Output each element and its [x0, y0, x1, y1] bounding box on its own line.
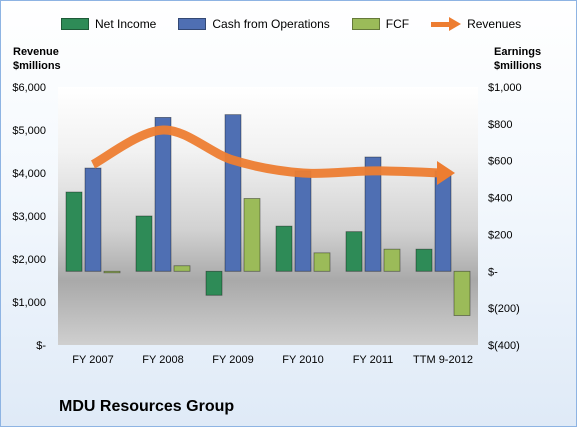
right-tick-label: $600: [488, 156, 512, 168]
right-tick-label: $-: [488, 266, 498, 278]
legend-label-fcf: FCF: [385, 17, 410, 31]
legend-label-revenues: Revenues: [467, 17, 522, 31]
right-axis-title-line1: Earnings: [494, 46, 542, 58]
bar-net-income-fy-2011: [345, 231, 363, 272]
legend-swatch-net-income: [61, 18, 89, 30]
legend-item-net-income: Net Income: [61, 17, 156, 31]
bar-cash-from-operations-fy-2007: [84, 167, 102, 272]
right-axis-title: Earnings $millions: [494, 45, 542, 73]
bar-net-income-fy-2010: [275, 225, 293, 272]
left-axis-title-line1: Revenue: [13, 46, 59, 58]
legend: Net Income Cash from Operations FCF Reve…: [61, 17, 543, 31]
chart-title: MDU Resources Group: [59, 398, 235, 415]
legend-item-cash-from-operations: Cash from Operations: [178, 17, 330, 31]
bar-net-income-fy-2009: [205, 270, 223, 296]
bar-fcf-fy-2010: [313, 252, 331, 272]
right-tick-label: $800: [488, 119, 512, 131]
left-tick-label: $-: [36, 340, 46, 352]
left-axis-title-line2: $millions: [13, 60, 61, 72]
category-label-fy-2008: FY 2008: [142, 354, 183, 366]
category-label-fy-2009: FY 2009: [212, 354, 253, 366]
bar-fcf-fy-2009: [243, 198, 261, 272]
plot-area: [58, 87, 478, 345]
line-revenues: [90, 125, 444, 178]
right-tick-label: $1,000: [488, 82, 522, 94]
legend-label-net-income: Net Income: [95, 17, 157, 31]
bar-net-income-fy-2008: [135, 215, 153, 272]
legend-swatch-cash-from-operations: [178, 18, 207, 30]
category-label-fy-2007: FY 2007: [72, 354, 113, 366]
bar-fcf-fy-2008: [173, 265, 191, 272]
bar-net-income-fy-2007: [65, 191, 83, 272]
legend-item-fcf: FCF: [351, 17, 410, 31]
category-label-ttm-9-2012: TTM 9-2012: [413, 354, 473, 366]
left-tick-label: $3,000: [12, 211, 46, 223]
right-tick-label: $(200): [488, 303, 520, 315]
bar-cash-from-operations-fy-2008: [154, 117, 172, 272]
line-revenues-arrowhead: [437, 161, 455, 185]
bar-cash-from-operations-fy-2010: [294, 170, 312, 272]
right-axis-title-line2: $millions: [494, 60, 542, 72]
legend-label-cash-from-operations: Cash from Operations: [212, 17, 330, 31]
left-tick-label: $1,000: [12, 297, 46, 309]
bar-cash-from-operations-fy-2009: [224, 114, 242, 272]
left-tick-label: $5,000: [12, 125, 46, 137]
category-label-fy-2011: FY 2011: [353, 354, 394, 366]
right-tick-label: $200: [488, 229, 512, 241]
left-tick-label: $2,000: [12, 254, 46, 266]
legend-arrow-icon: [431, 17, 462, 31]
bar-fcf-fy-2011: [383, 248, 401, 272]
category-label-fy-2010: FY 2010: [282, 354, 323, 366]
left-tick-label: $4,000: [12, 168, 46, 180]
legend-item-revenues: Revenues: [431, 17, 521, 31]
right-tick-label: $400: [488, 193, 512, 205]
bar-fcf-fy-2007: [103, 270, 121, 274]
bar-cash-from-operations-fy-2011: [364, 156, 382, 272]
bar-cash-from-operations-ttm-9-2012: [434, 170, 452, 272]
bar-fcf-ttm-9-2012: [453, 270, 471, 316]
left-axis-title: Revenue $millions: [13, 45, 61, 73]
bar-net-income-ttm-9-2012: [415, 248, 433, 272]
legend-swatch-fcf: [351, 18, 380, 30]
left-tick-label: $6,000: [12, 82, 46, 94]
right-tick-label: $(400): [488, 340, 520, 352]
